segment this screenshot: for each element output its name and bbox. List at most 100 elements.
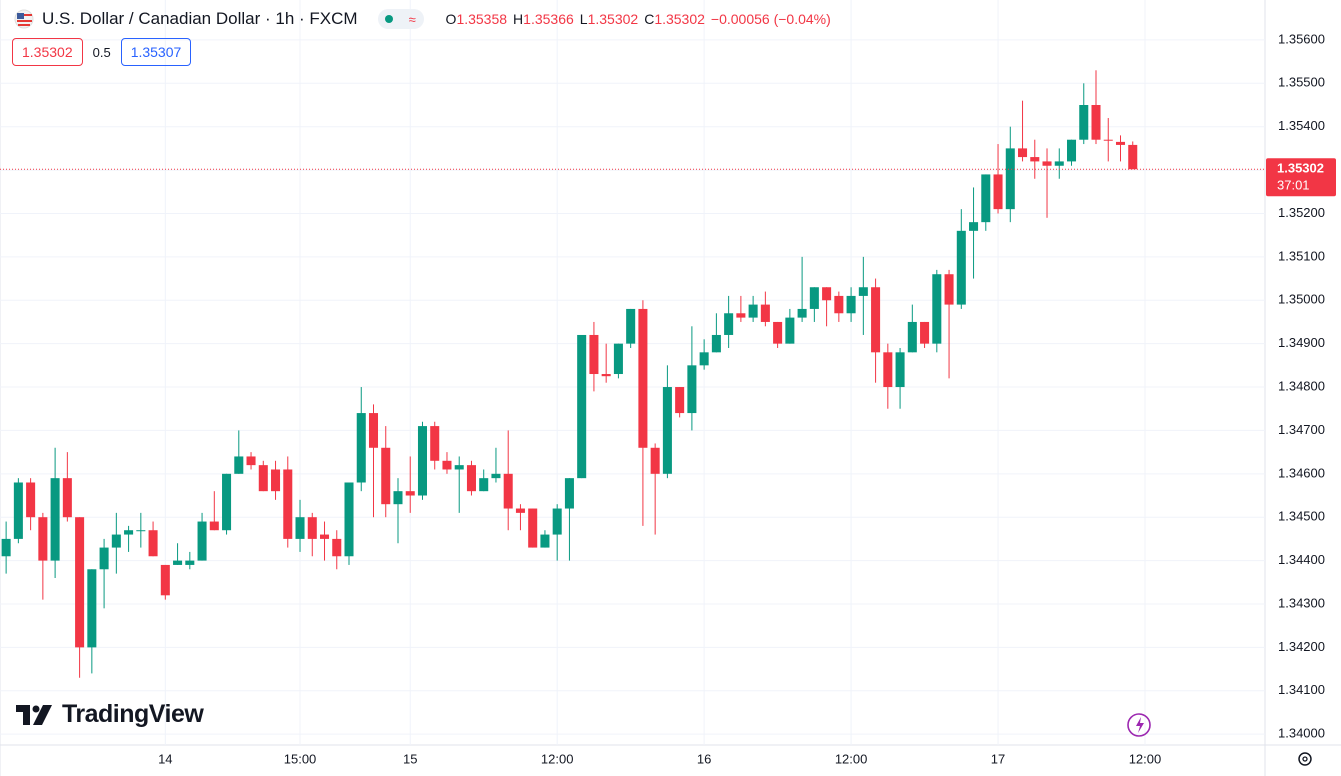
candle-body bbox=[344, 482, 354, 557]
x-tick-label: 16 bbox=[697, 751, 711, 766]
plot-area bbox=[0, 0, 1265, 745]
last-price-label: 1.35302 bbox=[1277, 161, 1324, 176]
y-tick-label: 1.34100 bbox=[1278, 682, 1325, 697]
candle-body bbox=[515, 508, 525, 513]
alert-icon[interactable] bbox=[1127, 713, 1151, 737]
candle-body bbox=[834, 295, 844, 314]
candle-body bbox=[99, 547, 109, 570]
y-tick-label: 1.35200 bbox=[1278, 205, 1325, 220]
candle-body bbox=[209, 521, 219, 531]
y-tick-label: 1.35400 bbox=[1278, 118, 1325, 133]
x-tick-label: 12:00 bbox=[1129, 751, 1162, 766]
candle-body bbox=[650, 447, 660, 474]
settings-icon-core bbox=[1302, 756, 1308, 762]
candles bbox=[1, 70, 1138, 678]
candle-body bbox=[809, 287, 819, 309]
candle-body bbox=[62, 478, 72, 518]
x-tick-label: 17 bbox=[991, 751, 1005, 766]
x-tick-label: 15:00 bbox=[284, 751, 317, 766]
y-tick-label: 1.34300 bbox=[1278, 595, 1325, 610]
candle-body bbox=[430, 426, 440, 461]
candle-body bbox=[148, 530, 158, 557]
brand: TradingView bbox=[16, 700, 204, 729]
candle-body bbox=[907, 321, 917, 353]
candle-body bbox=[932, 274, 942, 344]
candle-body bbox=[503, 473, 513, 509]
y-tick-label: 1.35600 bbox=[1278, 31, 1325, 46]
legend-value: 1.35358 bbox=[456, 11, 508, 27]
y-tick-label: 1.34400 bbox=[1278, 552, 1325, 567]
bid-button[interactable]: 1.35302 bbox=[12, 38, 83, 66]
candle-body bbox=[405, 491, 415, 496]
y-tick-label: 1.34700 bbox=[1278, 422, 1325, 437]
legend-key: L bbox=[579, 11, 588, 27]
status-pill[interactable]: ≈ bbox=[377, 9, 424, 29]
candle-body bbox=[760, 304, 770, 322]
candle-body bbox=[1079, 105, 1089, 140]
candle-body bbox=[613, 343, 623, 375]
symbol-title[interactable]: U.S. Dollar / Canadian Dollar · 1h · FXC… bbox=[42, 9, 358, 28]
candle-body bbox=[87, 569, 97, 648]
candle-body bbox=[491, 473, 501, 479]
countdown: 37:01 bbox=[1277, 178, 1310, 193]
candle-body bbox=[479, 478, 489, 492]
candle-body bbox=[920, 321, 930, 344]
candle-body bbox=[540, 534, 550, 548]
delay-icon: ≈ bbox=[408, 11, 416, 27]
candle-body bbox=[442, 460, 452, 470]
candle-body bbox=[466, 465, 476, 492]
candle-body bbox=[797, 308, 807, 318]
candle-body bbox=[197, 521, 207, 561]
candle-body bbox=[564, 478, 574, 509]
header: U.S. Dollar / Canadian Dollar · 1h · FXC… bbox=[14, 8, 831, 30]
candle-body bbox=[748, 304, 758, 318]
y-tick-label: 1.34900 bbox=[1278, 335, 1325, 350]
candle-body bbox=[136, 530, 146, 532]
last-price-box bbox=[1266, 158, 1336, 197]
candle-body bbox=[1128, 144, 1138, 170]
candle-body bbox=[124, 530, 134, 535]
candle-body bbox=[1115, 141, 1126, 145]
candle-body bbox=[981, 174, 991, 223]
candle-body bbox=[724, 313, 734, 335]
legend-value: 1.35302 bbox=[587, 11, 639, 27]
candle-body bbox=[368, 413, 379, 448]
candle-body bbox=[711, 334, 721, 353]
brand-name: TradingView bbox=[62, 700, 204, 728]
x-tick-label: 12:00 bbox=[541, 751, 574, 766]
legend-item: O1.35358 bbox=[446, 11, 508, 27]
candle-body bbox=[283, 469, 293, 539]
legend-value: 1.35366 bbox=[523, 11, 574, 27]
candle-body bbox=[883, 352, 893, 388]
y-tick-label: 1.35000 bbox=[1278, 292, 1325, 307]
candle-body bbox=[675, 387, 685, 414]
candle-body bbox=[234, 456, 244, 474]
y-tick-label: 1.35100 bbox=[1278, 248, 1325, 263]
legend-item: L1.35302 bbox=[580, 11, 638, 27]
ask-button[interactable]: 1.35307 bbox=[120, 38, 192, 66]
candle-body bbox=[417, 426, 427, 496]
legend-key: O bbox=[445, 11, 457, 27]
market-open-dot bbox=[385, 15, 394, 23]
candle-body bbox=[185, 560, 195, 565]
settings-icon[interactable] bbox=[1298, 752, 1312, 766]
candle-body bbox=[258, 465, 268, 492]
candle-body bbox=[160, 564, 170, 596]
quote: 1.35302 0.5 1.35307 bbox=[12, 38, 192, 66]
candle-body bbox=[1066, 139, 1077, 162]
candle-body bbox=[662, 387, 672, 474]
candle-body bbox=[26, 482, 36, 518]
candle-body bbox=[1018, 148, 1028, 158]
candle-body bbox=[956, 230, 966, 305]
grid bbox=[0, 0, 1265, 745]
ohlc-legend: O1.35358 H1.35366 L1.35302 C1.35302 bbox=[446, 11, 705, 27]
candle-body bbox=[577, 334, 587, 479]
x-tick-label: 14 bbox=[158, 751, 172, 766]
y-tick-label: 1.34600 bbox=[1278, 465, 1325, 480]
flag-icon bbox=[14, 9, 34, 29]
candle-body bbox=[687, 365, 697, 414]
candle-body bbox=[552, 508, 562, 535]
candle-body bbox=[1103, 139, 1113, 141]
